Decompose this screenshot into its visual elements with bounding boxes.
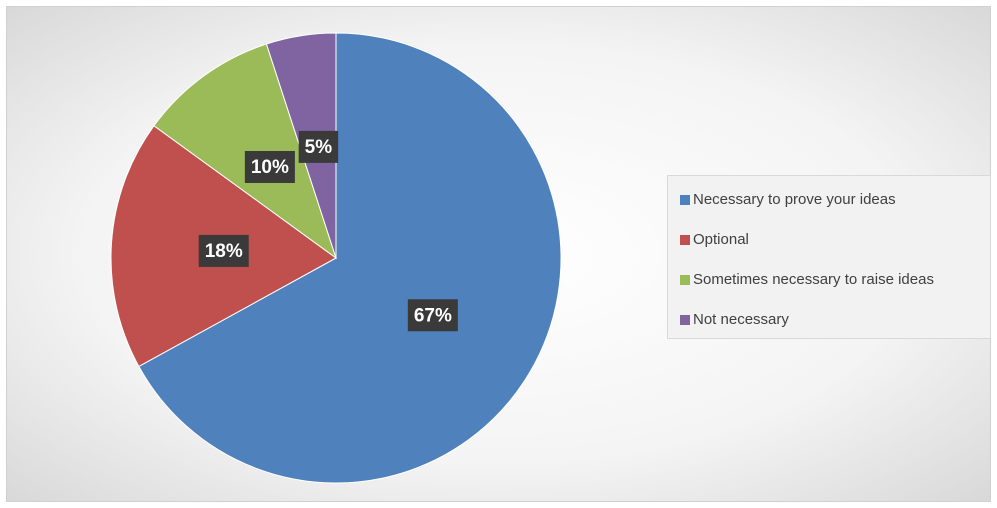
- data-label: 18%: [205, 241, 243, 262]
- data-label-box: [244, 150, 295, 183]
- data-label: 5%: [305, 137, 333, 158]
- legend-label: Sometimes necessary to raise ideas: [693, 271, 934, 288]
- legend-swatch: [680, 275, 690, 285]
- data-label: 10%: [251, 157, 289, 178]
- legend-swatch: [680, 315, 690, 325]
- legend-swatch: [680, 195, 690, 205]
- legend-label: Not necessary: [693, 311, 789, 328]
- data-label-box: [298, 130, 339, 163]
- data-label-box: [198, 234, 249, 267]
- pie-slice: [138, 32, 562, 484]
- data-label: 67%: [414, 305, 452, 326]
- data-label-box: [407, 299, 458, 332]
- legend-label: Necessary to prove your ideas: [693, 191, 896, 208]
- legend-label: Optional: [693, 231, 749, 248]
- legend-swatch: [680, 235, 690, 245]
- legend-box: [667, 175, 991, 339]
